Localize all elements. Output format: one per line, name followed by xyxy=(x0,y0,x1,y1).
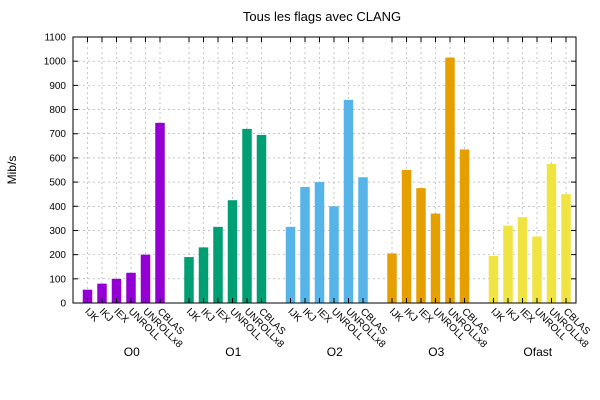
bar-O3-IEX xyxy=(416,188,426,303)
bar-O3-IKJ xyxy=(401,170,412,303)
y-tick-label: 100 xyxy=(49,274,66,285)
y-axis-label: Mib/s xyxy=(5,156,19,185)
bar-O2-IJK xyxy=(285,226,296,303)
bar-O1-CBLAS xyxy=(256,134,267,303)
y-tick-label: 700 xyxy=(49,129,66,140)
bar-O0-IEX xyxy=(111,278,122,303)
y-tick-label: 500 xyxy=(49,178,66,189)
bar-O3-CBLAS xyxy=(459,149,470,303)
bar-O1-UNROLL xyxy=(227,200,238,303)
bar-O0-UNROLL xyxy=(126,272,136,303)
bar-O2-UNROLLx8 xyxy=(343,99,354,303)
bar-O0-UNROLLx8 xyxy=(140,254,151,303)
group-labels: O0 O1 O2 O3 Ofast xyxy=(124,345,553,359)
y-ticks: 0 100 200 300 400 500 600 700 800 900 1000 1100 xyxy=(44,33,576,310)
y-tick-label: 600 xyxy=(49,153,66,164)
bar-O3-UNROLLx8 xyxy=(445,57,455,303)
bar-Ofast-IJK xyxy=(488,255,499,303)
group-label-O1: O1 xyxy=(225,345,241,359)
bar-Ofast-CBLAS xyxy=(561,194,571,303)
bar-O1-UNROLLx8 xyxy=(242,128,252,303)
bar-O2-CBLAS xyxy=(358,177,368,303)
plot-frame xyxy=(72,36,577,304)
bar-O0-CBLAS xyxy=(155,122,165,303)
y-tick-label: 400 xyxy=(49,202,66,213)
bar-O3-UNROLL xyxy=(430,213,441,303)
y-tick-label: 200 xyxy=(49,250,66,261)
bar-O2-UNROLL xyxy=(329,206,339,303)
bar-O3-IJK xyxy=(387,253,397,303)
bar-O1-IEX xyxy=(213,226,223,303)
y-tick-label: 1000 xyxy=(44,57,67,68)
bar-O0-IJK xyxy=(82,289,93,303)
y-tick-label: 300 xyxy=(49,226,66,237)
y-tick-label: 0 xyxy=(60,299,66,310)
bar-O0-IKJ xyxy=(97,283,107,303)
bar-O2-IEX xyxy=(314,182,325,303)
bar-Ofast-UNROLL xyxy=(532,236,542,303)
y-tick-label: 1100 xyxy=(44,33,66,44)
chart-title: Tous les flags avec CLANG xyxy=(243,9,401,24)
bar-Ofast-IEX xyxy=(517,217,528,303)
bar-Ofast-UNROLLx8 xyxy=(546,163,557,303)
group-label-O3: O3 xyxy=(428,345,444,359)
y-tick-label: 900 xyxy=(49,81,66,92)
group-label-O2: O2 xyxy=(327,345,343,359)
group-label-O0: O0 xyxy=(124,345,140,359)
bar-O1-IKJ xyxy=(198,247,209,303)
bar-O1-IJK xyxy=(184,257,194,303)
group-label-Ofast: Ofast xyxy=(523,345,552,359)
bar-Ofast-IKJ xyxy=(503,225,513,303)
y-tick-label: 800 xyxy=(49,105,66,116)
bars xyxy=(82,57,571,303)
bar-O2-IKJ xyxy=(300,186,310,303)
